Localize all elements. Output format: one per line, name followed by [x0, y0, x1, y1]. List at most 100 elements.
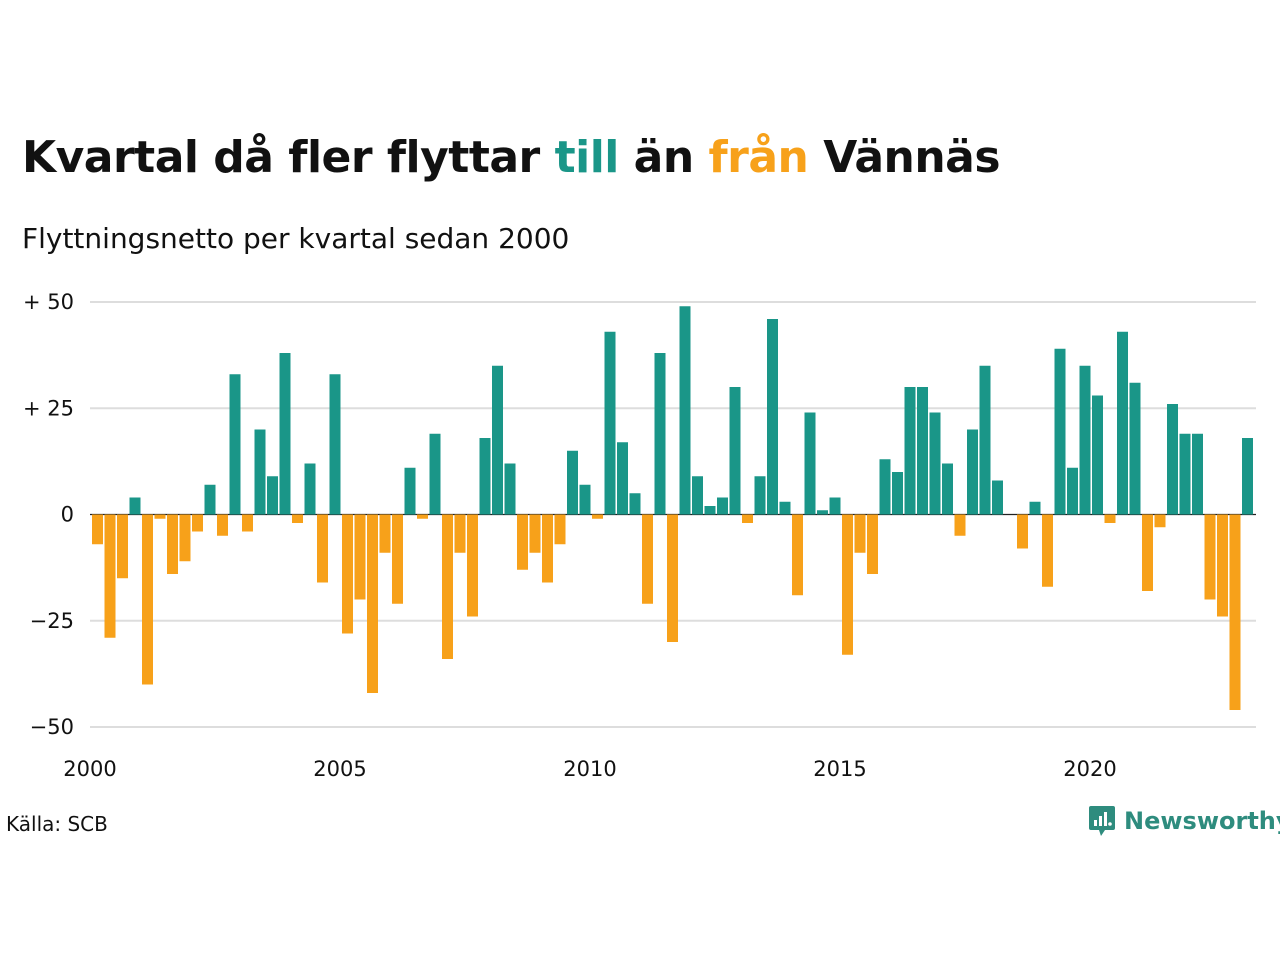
- bar-positive: [567, 450, 578, 515]
- bar-positive: [967, 429, 978, 515]
- bar-positive: [942, 463, 953, 515]
- bar-negative: [104, 514, 116, 638]
- bar-negative: [167, 514, 178, 574]
- bar-positive: [1054, 348, 1066, 515]
- title-part-3: Vännäs: [808, 132, 1001, 183]
- bar-negative: [1017, 514, 1028, 549]
- bar-positive: [979, 365, 991, 515]
- bar-positive: [429, 433, 441, 515]
- bar-negative: [192, 514, 203, 532]
- bar-negative: [467, 514, 478, 617]
- bar-negative: [792, 514, 803, 596]
- bar-negative: [242, 514, 253, 532]
- bar-positive: [1179, 433, 1191, 515]
- chart-title: Kvartal då fler flyttar till än från Vän…: [22, 132, 1001, 183]
- bar-positive: [617, 442, 628, 515]
- x-tick-label: 2000: [63, 757, 116, 781]
- bar-negative: [154, 514, 166, 519]
- bar-negative: [217, 514, 228, 536]
- bar-negative: [392, 514, 403, 604]
- bar-positive: [817, 510, 828, 515]
- bar-negative: [417, 514, 428, 519]
- bar-negative: [1154, 514, 1166, 528]
- bar-positive: [892, 472, 903, 515]
- title-part-1: Kvartal då fler flyttar: [22, 132, 555, 183]
- newsworthy-logo-icon: [1089, 806, 1115, 836]
- bar-negative: [517, 514, 528, 570]
- bar-positive: [492, 365, 503, 515]
- bar-negative: [142, 514, 153, 685]
- brand-logo: Newsworthy: [1088, 804, 1280, 838]
- title-part-2: än: [618, 132, 709, 183]
- bar-positive: [1029, 501, 1041, 515]
- bar-positive: [1192, 433, 1203, 515]
- bar-negative: [1229, 514, 1241, 710]
- bar-negative: [554, 514, 566, 545]
- bar-positive: [229, 374, 241, 515]
- x-tick-label: 2005: [313, 757, 366, 781]
- bar-negative: [842, 514, 853, 655]
- bar-positive: [1092, 395, 1103, 515]
- bar-negative: [1104, 514, 1116, 523]
- bar-positive: [879, 459, 891, 515]
- bar-positive: [1117, 331, 1128, 515]
- bar-negative: [954, 514, 966, 536]
- bar-positive: [829, 497, 841, 515]
- y-tick-label: −25: [30, 609, 74, 633]
- bar-negative: [592, 514, 603, 519]
- y-tick-label: + 50: [23, 290, 74, 314]
- y-tick-label: + 25: [23, 396, 74, 420]
- bar-negative: [742, 514, 753, 523]
- y-tick-label: 0: [61, 503, 74, 527]
- bar-negative: [1042, 514, 1053, 587]
- bar-positive: [779, 501, 791, 515]
- bar-positive: [717, 497, 728, 515]
- bar-negative: [179, 514, 191, 562]
- bar-negative: [354, 514, 366, 600]
- bar-negative: [367, 514, 378, 693]
- title-negative-word: från: [708, 132, 809, 183]
- bar-positive: [254, 429, 266, 515]
- source-note: Källa: SCB: [6, 812, 108, 836]
- bar-negative: [442, 514, 453, 659]
- bar-negative: [292, 514, 303, 523]
- bar-negative: [642, 514, 653, 604]
- bar-positive: [479, 438, 491, 515]
- bar-positive: [304, 463, 316, 515]
- bar-negative: [1142, 514, 1153, 591]
- bar-negative: [1217, 514, 1228, 617]
- bar-negative: [117, 514, 128, 579]
- bar-negative: [667, 514, 678, 642]
- bar-positive: [504, 463, 516, 515]
- bar-positive: [992, 480, 1003, 515]
- title-positive-word: till: [554, 132, 620, 183]
- bar-negative: [317, 514, 328, 583]
- brand-name: Newsworthy: [1124, 807, 1280, 835]
- y-axis-ticks: + 50 + 25 0 −25 −50: [23, 290, 74, 739]
- bar-negative: [867, 514, 878, 574]
- bar-positive: [1079, 365, 1091, 515]
- bar-positive: [604, 331, 616, 515]
- bar-positive: [904, 387, 916, 515]
- bar-positive: [267, 476, 278, 515]
- x-tick-label: 2010: [563, 757, 616, 781]
- bar-positive: [1242, 438, 1253, 515]
- bar-positive: [654, 353, 666, 515]
- bar-positive: [754, 476, 766, 515]
- bar-positive: [679, 306, 691, 515]
- bar-negative: [854, 514, 866, 553]
- bar-negative: [542, 514, 553, 583]
- x-tick-label: 2020: [1063, 757, 1116, 781]
- bar-positive: [1067, 467, 1078, 515]
- bar-positive: [1167, 404, 1178, 515]
- bar-positive: [129, 497, 141, 515]
- bar-negative: [92, 514, 103, 545]
- bar-positive: [204, 484, 216, 515]
- bar-positive: [629, 493, 641, 515]
- bar-positive: [729, 387, 741, 515]
- bar-positive: [692, 476, 703, 515]
- bar-positive: [767, 319, 778, 515]
- bar-positive: [929, 412, 941, 515]
- bar-positive: [704, 506, 716, 515]
- bar-positive: [804, 412, 816, 515]
